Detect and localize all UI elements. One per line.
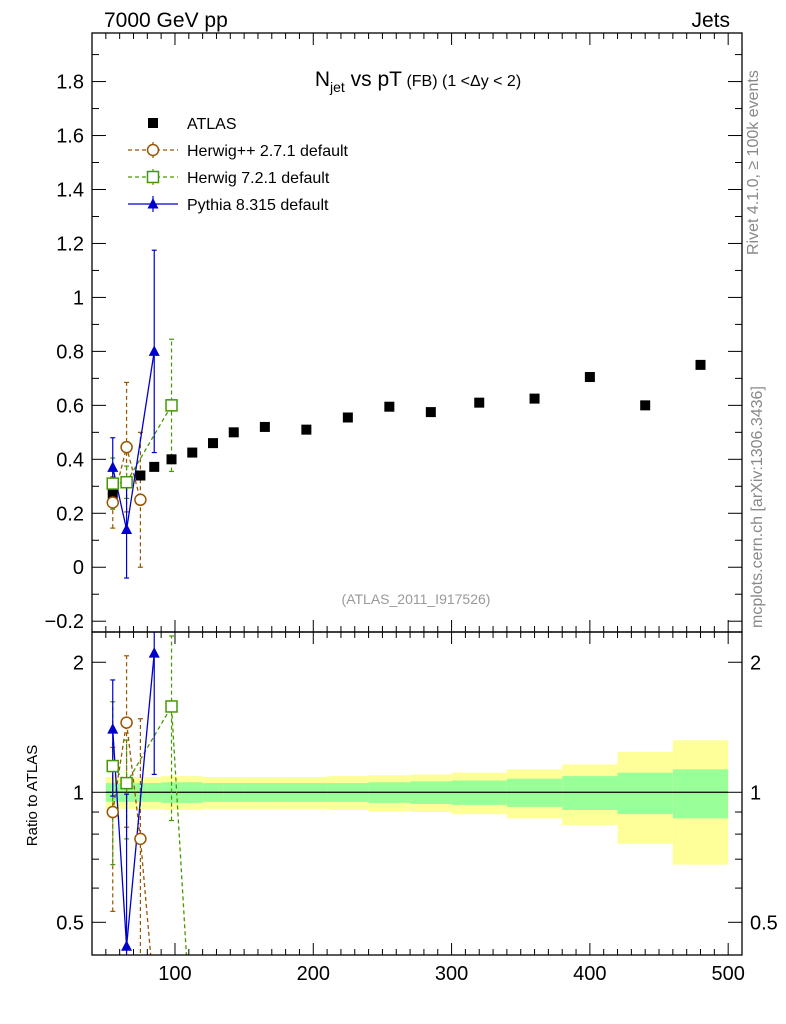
pythia-main-point [148,345,160,356]
header-left-label: 7000 GeV pp [104,9,228,32]
atlas-data-point [135,470,146,481]
atlas-data-point [149,461,160,472]
x-tick-label: 500 [711,963,744,985]
chart-title-subscript: jet [329,79,345,95]
y-tick-label-main: 0.2 [56,503,84,525]
ratio-band-inner [617,772,673,815]
x-tick-label: 300 [435,963,468,985]
atlas-data-point [187,447,198,458]
herwig7-ratio-point [120,776,133,790]
y-tick-label-ratio-right: 1 [750,782,761,804]
pythia-main-point [121,523,133,534]
legend-entry-herwig7: Herwig 7.2.1 default [128,169,330,187]
atlas-data-point [584,372,595,383]
y-tick-label-main: 1.4 [56,179,84,201]
atlas-data-point [640,400,651,411]
analysis-watermark: (ATLAS_2011_I917526) [342,591,491,607]
main-panel-content [106,249,706,579]
chart-title: Njet vs pT (FB) (1 <Δy < 2) [315,68,521,95]
y-tick-label-ratio-right: 2 [750,652,761,674]
atlas-data-point [384,401,395,412]
y-tick-label-main: 1.8 [56,72,84,94]
herwigpp-main-point [106,496,119,509]
atlas-data-point [208,438,219,449]
herwigpp-ratio-point [134,832,147,846]
y-tick-label-main: −0.2 [45,611,84,633]
chart-title-rest: vs pT [345,68,402,91]
herwig7-main-point [165,399,178,412]
legend-marker-herwig7 [146,170,160,184]
herwig7-ratio-point [165,700,178,713]
atlas-data-point [107,489,118,500]
legend-marker-pythia [147,198,159,209]
atlas-data-point [425,407,436,418]
atlas-data-point [529,393,540,404]
y-tick-label-main: 0.8 [56,341,84,363]
atlas-data-point [695,359,706,370]
atlas-data-point [342,412,353,423]
herwigpp-ratio-point [106,805,119,819]
y-tick-label-ratio-right: 0.5 [750,912,778,934]
y-tick-label-ratio: 0.5 [56,912,84,934]
x-tick-label: 100 [158,963,191,985]
legend-label-atlas: ATLAS [187,116,237,133]
legend-marker-herwigpp [146,143,160,157]
ratio-band-inner [562,776,618,810]
x-tick-label: 200 [297,963,330,985]
y-tick-label-main: 0.6 [56,395,84,417]
y-tick-label-main: 0 [73,557,84,579]
herwig7-ratio-point [106,759,119,773]
legend-entry-atlas: ATLAS [148,116,237,133]
chart-title-main: N [315,68,330,91]
legend-label-pythia: Pythia 8.315 default [187,197,329,214]
ratio-band-inner [672,769,729,819]
atlas-data-point [166,454,177,465]
herwig7-main-line [112,405,173,485]
herwig7-main-point [120,476,133,489]
y-tick-label-main: 1 [73,287,84,309]
chart-title-detail: (FB) (1 <Δy < 2) [402,73,521,90]
legend-entry-pythia: Pythia 8.315 default [128,196,329,214]
ratio-panel-frame [91,631,743,956]
herwig7-main-point [106,477,119,490]
x-tick-label: 400 [573,963,606,985]
y-tick-label-ratio: 2 [73,652,84,674]
legend-label-herwig7: Herwig 7.2.1 default [187,170,330,187]
ratio-panel-content [105,632,729,955]
y-tick-label-main: 1.6 [56,126,84,148]
y-tick-label-main: 0.4 [56,449,84,471]
legend-label-herwigpp: Herwig++ 2.7.1 default [187,143,349,160]
ratio-y-axis-label: Ratio to ATLAS [24,745,41,846]
pythia-ratio-point [121,940,133,951]
atlas-data-point [259,421,270,432]
atlas-data-point [301,424,312,435]
atlas-data-point [228,427,239,438]
atlas-data-point [474,397,485,408]
herwigpp-main-point [134,493,147,507]
herwigpp-ratio-point [120,716,133,729]
pythia-main-point [107,461,119,472]
herwig7-ratio-line [112,704,188,955]
legend-entry-herwigpp: Herwig++ 2.7.1 default [128,142,349,160]
herwigpp-ratio-line [112,722,152,955]
y-tick-label-ratio: 1 [73,782,84,804]
herwigpp-main-point [120,440,133,454]
legend-marker-atlas [148,118,158,128]
y-tick-label-main: 1.2 [56,233,84,255]
pythia-ratio-point [148,647,160,658]
header-right-label: Jets [691,9,730,32]
pythia-ratio-point [107,723,119,734]
